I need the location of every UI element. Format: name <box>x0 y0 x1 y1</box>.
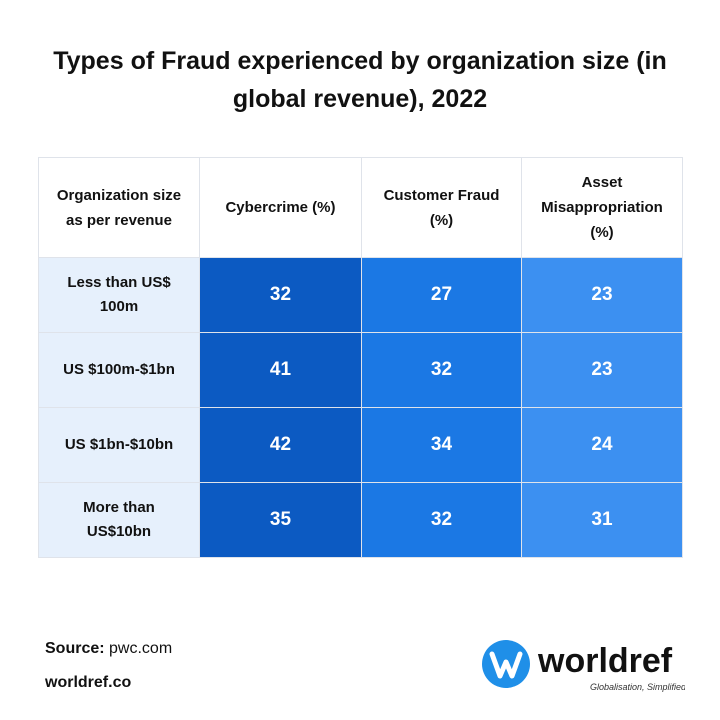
table-row: More than US$10bn 35 32 31 <box>38 482 683 558</box>
table-body: Less than US$ 100m 32 27 23 US $100m-$1bn 41 3… <box>38 257 683 558</box>
cell-value: 42 <box>199 407 362 483</box>
row-label: US $100m-$1bn <box>38 332 200 408</box>
logo: worldref Globalisation, Simplified. <box>482 640 685 692</box>
source-label: Source: <box>45 640 105 657</box>
cell-value: 34 <box>361 407 522 483</box>
source-line: Source: pwc.com <box>45 640 172 658</box>
logo-mark <box>489 651 523 679</box>
cell-value: 27 <box>361 257 522 333</box>
row-label: Less than US$ 100m <box>38 257 200 333</box>
row-label: US $1bn-$10bn <box>38 407 200 483</box>
cell-value: 32 <box>361 332 522 408</box>
row-label: More than US$10bn <box>38 482 200 558</box>
website: worldref.co <box>45 674 132 691</box>
column-header: Asset Misappropriation (%) <box>521 157 683 258</box>
cell-value: 32 <box>361 482 522 558</box>
logo-text: worldref <box>537 642 673 680</box>
cell-value: 35 <box>199 482 362 558</box>
cell-value: 23 <box>521 332 683 408</box>
cell-value: 41 <box>199 332 362 408</box>
tagline: Globalisation, Simplified. <box>590 682 685 692</box>
title: Types of Fraud experienced by organizati… <box>53 47 667 113</box>
data-table: Organization size as per revenue Cybercri… <box>38 157 683 558</box>
cell-value: 32 <box>199 257 362 333</box>
column-header: Cybercrime (%) <box>199 157 362 258</box>
header-row: Organization size as per revenue Cybercri… <box>38 157 683 258</box>
table-row: Less than US$ 100m 32 27 23 <box>38 257 683 333</box>
cell-value: 24 <box>521 407 683 483</box>
column-header: Organization size as per revenue <box>38 157 200 258</box>
cell-value: 31 <box>521 482 683 558</box>
table-row: US $100m-$1bn 41 32 23 <box>38 332 683 408</box>
source: pwc.com <box>109 640 173 657</box>
cell-value: 23 <box>521 257 683 333</box>
column-header: Customer Fraud (%) <box>361 157 522 258</box>
table-row: US $1bn-$10bn 42 34 24 <box>38 407 683 483</box>
